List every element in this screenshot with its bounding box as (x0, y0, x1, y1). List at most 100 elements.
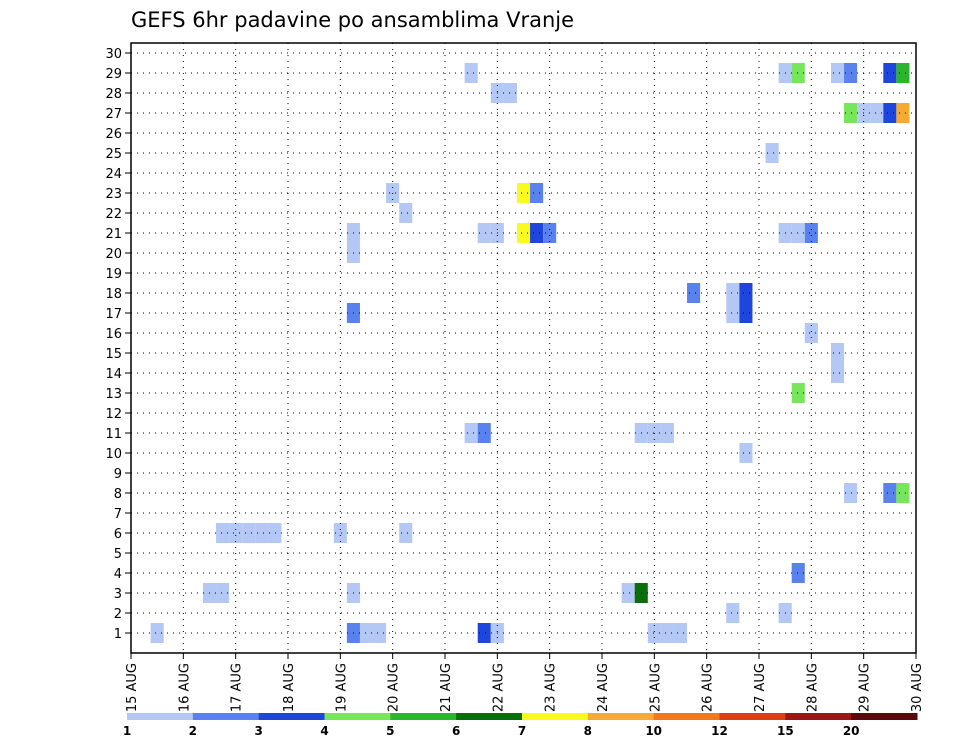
colorbar-swatch (851, 713, 918, 720)
y-tick-label: 15 (105, 347, 122, 362)
precip-cell (333, 523, 347, 543)
colorbar-label: 10 (645, 724, 662, 738)
precip-cell (477, 623, 491, 643)
x-tick-label: 22 AUG (491, 663, 506, 712)
y-tick-label: 20 (105, 247, 122, 262)
x-tick-label: 16 AUG (177, 663, 192, 712)
plot-frame (130, 42, 917, 654)
precip-cell (503, 83, 517, 103)
y-tick-label: 28 (105, 87, 122, 102)
precip-cell (726, 303, 740, 323)
precip-cell (739, 443, 753, 463)
precip-cell (216, 523, 230, 543)
colorbar-label: 12 (711, 724, 728, 738)
x-tick-label: 30 AUG (910, 663, 925, 712)
colorbar-swatch (719, 713, 786, 720)
y-tick-label: 26 (105, 127, 122, 142)
colorbar-label: 15 (777, 724, 794, 738)
x-tick-label: 28 AUG (805, 663, 820, 712)
x-tick-label: 21 AUG (439, 663, 454, 712)
precip-cell (739, 283, 753, 303)
x-tick-label: 23 AUG (544, 663, 559, 712)
colorbar-label: 7 (518, 724, 526, 738)
x-tick-label: 27 AUG (753, 663, 768, 712)
x-tick-label: 25 AUG (648, 663, 663, 712)
precip-cell (647, 623, 661, 643)
y-tick-label: 13 (105, 387, 122, 402)
precip-cell (516, 223, 531, 243)
y-tick-label: 24 (105, 167, 122, 182)
y-tick-label: 27 (105, 107, 122, 122)
precip-cell (791, 63, 805, 83)
y-tick-label: 3 (114, 587, 122, 602)
y-tick-label: 12 (105, 407, 122, 422)
x-tick-label: 18 AUG (282, 663, 297, 712)
precip-cells (150, 63, 910, 643)
colorbar-swatch (587, 713, 655, 720)
y-tick-label: 7 (114, 507, 122, 522)
colorbar-label: 8 (584, 724, 592, 738)
precip-cell (804, 323, 818, 343)
y-tick-label: 16 (105, 327, 122, 342)
precip-cell (870, 103, 884, 123)
x-tick-label: 19 AUG (334, 663, 349, 712)
precip-cell (830, 363, 845, 383)
precip-cell (660, 623, 674, 643)
precip-cell (660, 423, 674, 443)
precip-cell (530, 183, 544, 203)
colorbar-swatch (390, 713, 457, 720)
y-tick-label: 23 (105, 187, 122, 202)
colorbar-swatch (522, 713, 589, 720)
precip-cell (739, 303, 753, 323)
y-tick-label: 11 (105, 427, 122, 442)
precip-cell (477, 223, 491, 243)
colorbar: 1 2 3 4 5 6 7 8 10 12 15 20 (123, 713, 918, 738)
precip-cell (896, 103, 910, 123)
precip-cell (464, 63, 478, 83)
x-tick-label: 26 AUG (701, 663, 716, 712)
precip-cell (791, 383, 805, 403)
precip-cell (830, 343, 845, 363)
grid-lines (131, 43, 916, 653)
precip-cell (765, 143, 779, 163)
y-tick-label: 30 (105, 47, 122, 62)
precip-cell (268, 523, 282, 543)
y-tick-label: 4 (114, 567, 122, 582)
precip-cell (373, 623, 387, 643)
precip-cell (216, 583, 230, 603)
precip-cell (791, 223, 805, 243)
precip-cell (516, 183, 531, 203)
y-tick-label: 2 (114, 607, 122, 622)
precip-cell (791, 563, 805, 583)
colorbar-swatch (653, 713, 720, 720)
x-tick-label: 20 AUG (387, 663, 402, 712)
colorbar-swatch (127, 713, 194, 720)
x-tick-label: 15 AUG (125, 663, 140, 712)
y-tick-label: 19 (105, 267, 122, 282)
chart-title: GEFS 6hr padavine po ansamblima Vranje (131, 8, 574, 32)
precip-cell (896, 483, 910, 503)
y-tick-label: 6 (114, 527, 122, 542)
y-tick-label: 10 (105, 447, 122, 462)
colorbar-label: 4 (320, 724, 328, 738)
precip-cell (844, 63, 858, 83)
colorbar-swatch (456, 713, 523, 720)
colorbar-label: 6 (452, 724, 460, 738)
precip-cell (229, 523, 243, 543)
y-tick-label: 29 (105, 67, 122, 82)
precip-cell (726, 283, 740, 303)
colorbar-label: 2 (189, 724, 197, 738)
precip-cell (687, 283, 701, 303)
x-tick-label: 17 AUG (230, 663, 245, 712)
precip-cell (673, 623, 688, 643)
colorbar-label: 1 (123, 724, 131, 738)
y-tick-label: 8 (114, 487, 122, 502)
precip-cell (464, 423, 478, 443)
precip-cell (359, 623, 374, 643)
precip-cell (830, 63, 845, 83)
y-tick-label: 21 (105, 227, 122, 242)
colorbar-swatch (258, 713, 325, 720)
precip-cell (804, 223, 818, 243)
x-axis: 15 AUG 16 AUG 17 AUG 18 AUG 19 AUG 20 AUG 21 A… (125, 653, 925, 712)
